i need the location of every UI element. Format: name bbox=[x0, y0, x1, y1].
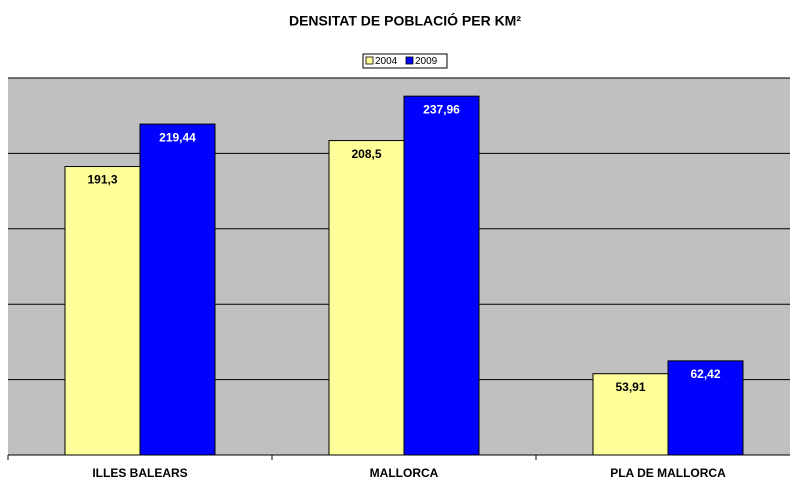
data-label: 62,42 bbox=[690, 367, 720, 381]
legend-label: 2004 bbox=[375, 56, 398, 67]
data-label: 208,5 bbox=[351, 147, 381, 161]
x-tick-label: MALLORCA bbox=[370, 466, 439, 480]
bar bbox=[328, 140, 405, 456]
chart-title: DENSITAT DE POBLACIÓ PER KM² bbox=[289, 12, 521, 29]
bar bbox=[403, 95, 480, 456]
data-label: 191,3 bbox=[87, 173, 117, 187]
legend-label: 2009 bbox=[415, 56, 438, 67]
x-tick-label: PLA DE MALLORCA bbox=[610, 466, 726, 480]
x-tick-label: ILLES BALEARS bbox=[92, 466, 187, 480]
data-label: 53,91 bbox=[615, 380, 645, 394]
bar bbox=[64, 166, 141, 456]
bar bbox=[592, 373, 669, 456]
bar bbox=[667, 360, 744, 456]
data-label: 219,44 bbox=[159, 130, 196, 144]
legend-box bbox=[362, 53, 448, 69]
legend-swatch bbox=[405, 56, 414, 65]
legend-swatch bbox=[365, 56, 374, 65]
bar bbox=[139, 123, 216, 456]
data-label: 237,96 bbox=[423, 102, 460, 116]
